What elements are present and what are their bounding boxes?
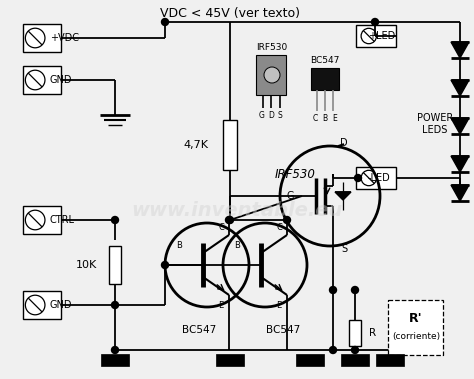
Text: D: D [340, 138, 348, 148]
Text: GND: GND [50, 75, 73, 85]
Text: C: C [312, 114, 318, 123]
Bar [101, 354, 129, 366]
Circle shape [111, 346, 118, 354]
Bar [376, 354, 404, 366]
Text: BC547: BC547 [310, 56, 340, 65]
Text: VDC < 45V (ver texto): VDC < 45V (ver texto) [160, 8, 300, 20]
Text: +LED: +LED [368, 31, 395, 41]
Bar [256, 55, 286, 95]
Bar [23, 66, 61, 94]
Bar [388, 300, 443, 355]
Circle shape [227, 216, 234, 224]
Bar [223, 120, 237, 170]
Polygon shape [451, 156, 469, 172]
Text: R': R' [409, 312, 423, 324]
Text: G: G [259, 111, 265, 120]
Text: R: R [369, 328, 376, 338]
Bar [341, 354, 369, 366]
Polygon shape [451, 118, 469, 134]
Circle shape [162, 262, 168, 268]
Text: GND: GND [50, 300, 73, 310]
Text: POWER: POWER [417, 113, 453, 123]
Text: E: E [276, 301, 282, 310]
Bar [23, 24, 61, 52]
Circle shape [372, 19, 379, 25]
Bar [296, 354, 324, 366]
Polygon shape [335, 192, 351, 200]
Text: IRF530: IRF530 [275, 168, 316, 180]
Text: CTRL: CTRL [50, 215, 75, 225]
Text: BC547: BC547 [266, 325, 300, 335]
Text: C: C [276, 222, 282, 232]
Text: BC547: BC547 [182, 325, 216, 335]
Circle shape [162, 19, 168, 25]
Bar [109, 246, 121, 284]
Circle shape [352, 346, 358, 354]
Circle shape [329, 346, 337, 354]
Circle shape [264, 67, 280, 83]
Text: (corriente): (corriente) [392, 332, 440, 340]
Circle shape [355, 174, 362, 182]
Text: G: G [286, 191, 294, 201]
Text: -LED: -LED [368, 173, 391, 183]
Text: www.inventable.eu: www.inventable.eu [131, 200, 343, 219]
Text: S: S [341, 244, 347, 254]
Bar [356, 167, 396, 189]
Polygon shape [451, 80, 469, 96]
Bar [311, 68, 339, 90]
Text: C: C [218, 222, 224, 232]
Bar [23, 291, 61, 319]
Text: E: E [219, 301, 224, 310]
Polygon shape [451, 42, 469, 58]
Text: 10K: 10K [76, 260, 97, 270]
Bar [216, 354, 244, 366]
Circle shape [283, 216, 291, 224]
Circle shape [111, 302, 118, 309]
Text: IRF530: IRF530 [256, 43, 288, 52]
Text: B: B [322, 114, 328, 123]
Bar [23, 206, 61, 234]
Circle shape [111, 216, 118, 224]
Text: 4,7K: 4,7K [183, 140, 208, 150]
Text: B: B [176, 241, 182, 249]
Polygon shape [451, 185, 469, 201]
Text: E: E [333, 114, 337, 123]
Bar [349, 320, 361, 346]
Text: B: B [234, 241, 240, 249]
Text: +VDC: +VDC [50, 33, 79, 43]
Text: LEDS: LEDS [422, 125, 447, 135]
Circle shape [226, 216, 233, 224]
Circle shape [329, 287, 337, 293]
Text: S: S [278, 111, 283, 120]
Bar [356, 25, 396, 47]
Circle shape [352, 287, 358, 293]
Text: D: D [268, 111, 274, 120]
